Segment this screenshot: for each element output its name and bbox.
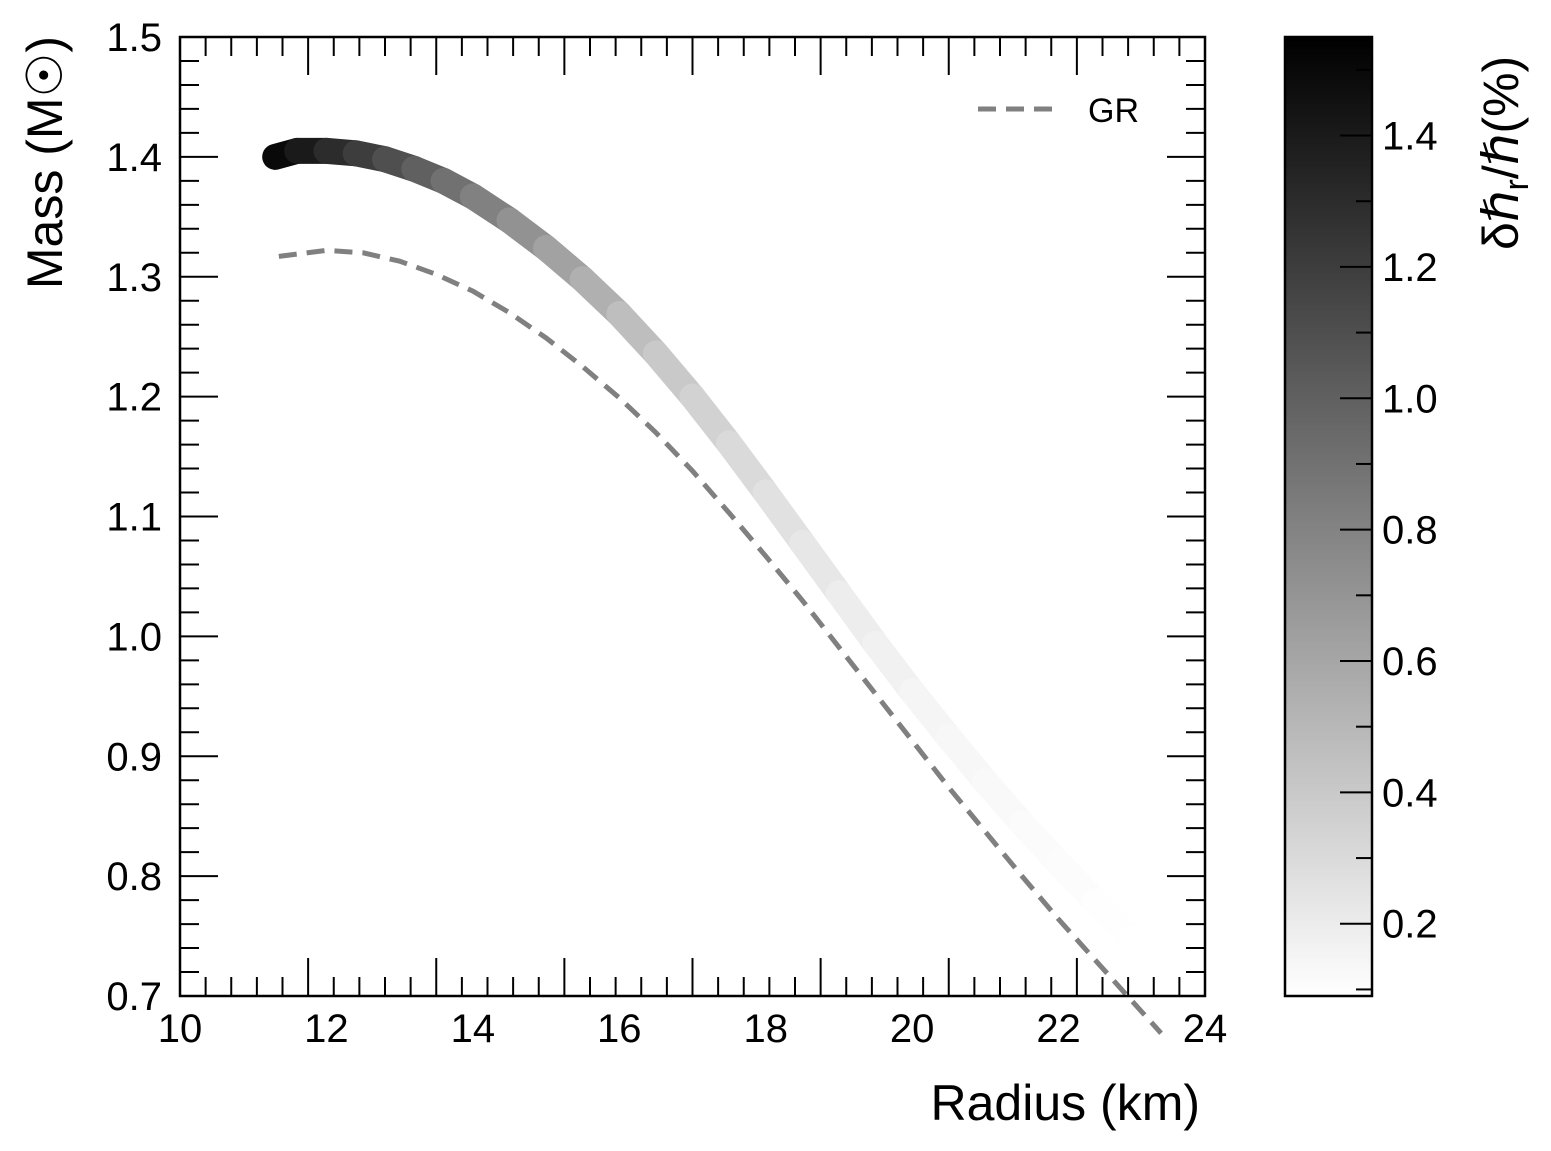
- colorbar-title: δℏr/ℏ(%): [1473, 56, 1536, 250]
- plot-ticks: [179, 36, 1206, 997]
- x-tick-label: 16: [597, 1007, 642, 1051]
- y-tick-label: 1.3: [106, 256, 162, 300]
- x-tick-label: 14: [451, 1007, 496, 1051]
- colorbar-tick-labels: 0.2 0.4 0.6 0.8 1.0 1.2 1.4: [1382, 115, 1438, 947]
- colorbar-tick-label: 1.0: [1382, 377, 1438, 421]
- gr-line: [278, 247, 1163, 1035]
- band-series: [262, 137, 1175, 981]
- x-tick-label: 10: [158, 1007, 203, 1051]
- x-tick-labels: 10 12 14 16 18 20 22 24: [158, 1007, 1228, 1051]
- x-tick-label: 18: [743, 1007, 788, 1051]
- y-axis-title: Mass (M☉): [17, 36, 73, 289]
- x-axis-title: Radius (km): [931, 1075, 1200, 1131]
- legend: GR: [978, 92, 1139, 130]
- y-tick-label: 0.8: [106, 855, 162, 899]
- legend-gr-label: GR: [1088, 92, 1139, 130]
- x-tick-label: 22: [1036, 1007, 1081, 1051]
- y-tick-label: 1.0: [106, 615, 162, 659]
- x-tick-label: 24: [1183, 1007, 1228, 1051]
- colorbar-tick-label: 1.4: [1382, 115, 1438, 159]
- x-tick-label: 12: [304, 1007, 349, 1051]
- y-tick-label: 0.7: [106, 975, 162, 1019]
- gr-series: [278, 247, 1163, 1035]
- colorbar-tick-label: 0.2: [1382, 903, 1438, 947]
- y-tick-label: 1.4: [106, 136, 162, 180]
- y-tick-label: 1.5: [106, 16, 162, 60]
- y-tick-labels: 0.7 0.8 0.9 1.0 1.1 1.2 1.3 1.4 1.5: [106, 16, 162, 1019]
- colorbar-tick-label: 0.8: [1382, 509, 1438, 553]
- y-tick-label: 1.1: [106, 496, 162, 540]
- y-tick-label: 1.2: [106, 376, 162, 420]
- x-tick-label: 20: [890, 1007, 935, 1051]
- colorbar-tick-label: 1.2: [1382, 246, 1438, 290]
- colorbar-tick-label: 0.6: [1382, 640, 1438, 684]
- y-tick-label: 0.9: [106, 735, 162, 779]
- band-segment: [1118, 925, 1175, 981]
- colorbar: [1283, 35, 1374, 998]
- colorbar-tick-label: 0.4: [1382, 771, 1438, 815]
- colorbar-ticks: [1340, 68, 1372, 991]
